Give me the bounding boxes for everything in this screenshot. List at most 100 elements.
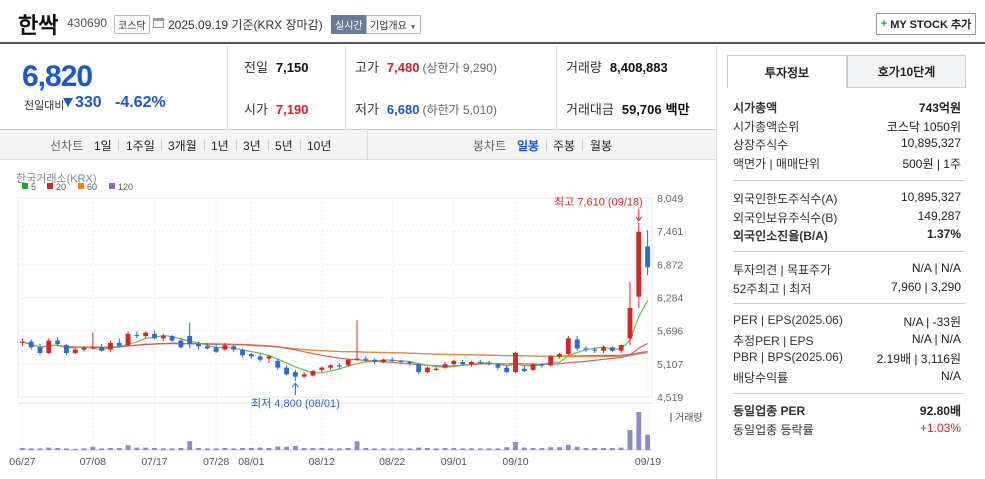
high-annotation: 최고 7,610 (09/18) [554,196,643,209]
volume-bar [530,448,536,450]
volume-bar [19,448,25,450]
volume-bar [548,447,554,450]
x-tick-label: 09/10 [502,456,528,468]
separator [161,140,162,151]
info-row: PER | EPS(2025.06) N/A | -33원 [733,313,961,330]
panel-divider [716,46,717,479]
info-label: 시가총액 [733,101,778,115]
volume-bar [539,448,545,450]
plus-icon: + [880,18,888,30]
legend-label: 20 [56,182,66,192]
legend-label: 60 [87,182,97,192]
divider [733,303,965,304]
day-low: 저가 6,680 (하한가 5,010) [355,99,497,118]
info-label: PER | EPS(2025.06) [733,313,843,327]
volume-bar [469,448,474,450]
info-row: 상장주식수 10,895,327 [733,136,961,153]
candle-body [328,365,334,368]
candle-monthly[interactable]: 월봉 [590,139,613,153]
candle-daily[interactable]: 일봉 [517,139,540,153]
candle-weekly[interactable]: 주봉 [553,139,576,153]
tab-investment-info[interactable]: 투자정보 [727,55,847,88]
candle-body [363,358,369,360]
y-tick-label: 5,696 [657,326,683,338]
volume-bar [425,448,430,450]
price-chart[interactable]: 한국거래소(KRX)5 20 60 120 8,049 7,461 6,872 6,284 5,… [0,160,716,479]
period-3y[interactable]: 3년 [243,139,261,153]
candle-body [574,339,580,349]
calendar-icon [153,18,164,28]
candle-body [222,345,228,350]
volume-bar [486,448,492,450]
tab-order-book[interactable]: 호가10단계 [847,55,966,88]
candle-chart-label: 봉차트 [473,139,507,153]
volume-bar [345,448,351,450]
candle-body [319,367,325,370]
period-toolbar [0,130,716,160]
period-1d[interactable]: 1일 [94,139,112,153]
change-amount: 330 [75,94,102,111]
info-value: 92.80배 [919,404,961,418]
candle-body [618,345,624,351]
company-info-dropdown[interactable]: 기업개요 ▼ [366,15,421,34]
day-low-value: 6,680 [386,102,420,117]
candle-body [372,359,378,362]
down-triangle-icon [63,98,73,107]
candle-body [442,364,448,368]
divider [345,46,346,130]
realtime-button[interactable]: 실시간 [331,15,367,34]
candle-body [19,341,25,343]
info-label: 액면가 | 매매단위 [733,156,821,171]
info-label: 외국인소진율(B/A) [733,229,828,243]
volume-bar [565,444,571,450]
separator [300,140,301,151]
period-5y[interactable]: 5년 [275,139,293,153]
period-1y[interactable]: 1년 [211,139,229,153]
volume-bar [169,448,175,450]
candle-body [636,231,642,297]
volume-bar [187,441,193,450]
period-10y[interactable]: 10년 [307,139,332,153]
info-row: 배당수익률 N/A [733,369,961,386]
period-3m[interactable]: 3개월 [168,139,197,153]
separator [236,140,237,151]
info-row: 동일업종 등락률 +1.03% [733,421,961,438]
info-row: 52주최고 | 최저 7,960 | 3,290 [733,280,961,297]
x-tick-label: 07/17 [141,456,167,468]
candle-body [477,361,483,364]
candle-body [583,348,589,350]
open-price: 시가 7,190 [244,99,308,118]
info-row: 동일업종 PER 92.80배 [733,402,961,419]
candle-body [389,359,395,361]
add-mystock-button[interactable]: + MY STOCK 추가 [876,13,976,35]
info-label: 추정PER | EPS [733,333,814,348]
volume-bar [152,448,157,450]
volume-bar [81,448,87,450]
candle-body [425,367,430,373]
volume-label: 거래량 [675,412,703,424]
volume-bar [143,447,149,450]
stock-header [0,0,985,44]
x-tick-label: 09/01 [441,456,467,468]
divider [733,88,965,89]
volume-bar [248,448,254,450]
candle-body [336,365,342,367]
stock-code: 430690 [67,16,108,30]
candle-body [565,338,571,355]
day-high-value: 7,480 [386,60,420,75]
candle-body [381,359,386,362]
candle-body [609,347,615,351]
volume-bar [513,442,518,450]
candle-body [627,307,633,339]
volume-bar [336,448,342,450]
open-value: 7,190 [275,102,309,117]
legend-swatch [109,183,115,189]
candle-body [152,333,157,339]
volume-bar [108,448,113,450]
info-value: 500원 | 1주 [902,156,961,171]
volume-bar [275,446,281,450]
info-value: 10,895,327 [900,136,961,150]
period-1w[interactable]: 1주일 [126,139,155,153]
info-label: PBR | BPS(2025.06) [733,350,843,364]
separator [582,140,583,151]
